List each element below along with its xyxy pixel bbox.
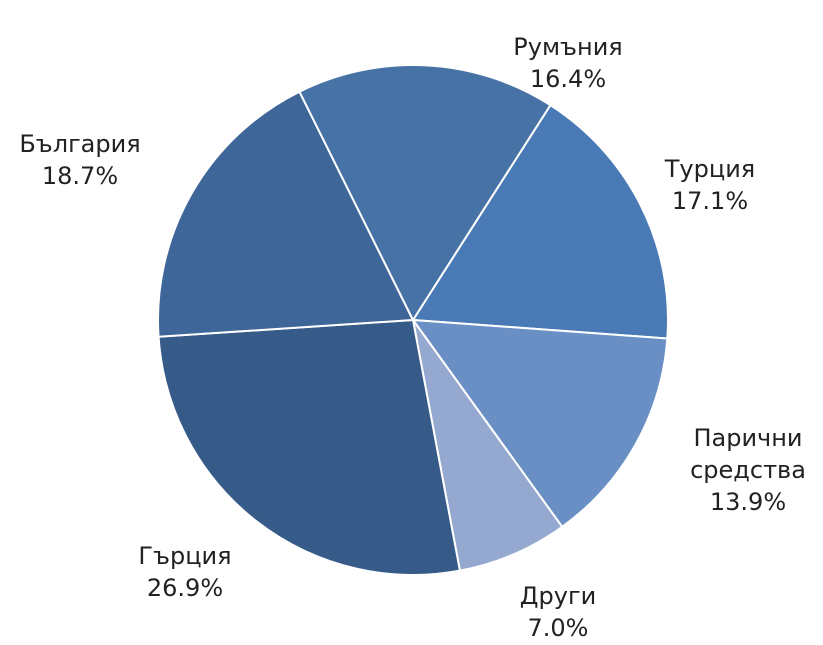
pie-slice xyxy=(298,64,552,323)
pie-slice xyxy=(410,318,669,529)
category-label: Парични средства xyxy=(690,424,806,484)
slice-label: Други 7.0% xyxy=(498,580,618,644)
pie-slice xyxy=(411,103,669,340)
value-label: 18.7% xyxy=(41,162,119,190)
pie-slice xyxy=(412,319,564,572)
category-label: Турция xyxy=(664,155,756,183)
slice-label: Румъния 16.4% xyxy=(493,31,643,95)
category-label: Румъния xyxy=(513,33,623,61)
category-label: България xyxy=(19,130,141,158)
value-label: 26.9% xyxy=(146,574,224,602)
slice-label: България 18.7% xyxy=(5,128,155,192)
pie-slice xyxy=(157,90,415,338)
slice-label: Гърция 26.9% xyxy=(115,540,255,604)
slice-label: Турция 17.1% xyxy=(640,153,780,217)
value-label: 17.1% xyxy=(671,187,749,215)
value-label: 7.0% xyxy=(527,614,589,642)
value-label: 13.9% xyxy=(709,488,787,516)
value-label: 16.4% xyxy=(529,65,607,93)
category-label: Други xyxy=(519,582,597,610)
slice-label: Парични средства 13.9% xyxy=(668,422,823,518)
pie-slice xyxy=(157,318,462,576)
category-label: Гърция xyxy=(138,542,232,570)
